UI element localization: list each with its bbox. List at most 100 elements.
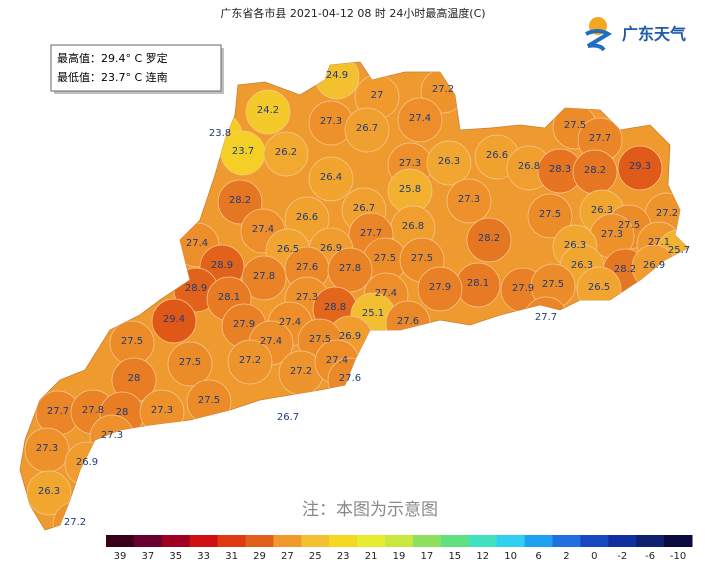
temperature-label: 27.6 <box>339 373 361 384</box>
temperature-label: 27.9 <box>233 319 255 330</box>
legend-label: 25 <box>309 551 322 562</box>
temperature-label: 27.9 <box>512 283 534 294</box>
temperature-label: 28.9 <box>185 283 207 294</box>
temperature-label: 28.1 <box>467 278 489 289</box>
temperature-label: 28.1 <box>218 292 240 303</box>
legend-label: -6 <box>645 551 655 562</box>
temperature-label: 26.7 <box>356 123 378 134</box>
county <box>151 298 197 344</box>
temperature-label: 27 <box>371 90 384 101</box>
legend-label: -10 <box>670 551 686 562</box>
temperature-label: 27.8 <box>82 405 104 416</box>
temperature-label: 27.3 <box>151 405 173 416</box>
temperature-label: 27.7 <box>47 406 69 417</box>
legend-cell <box>664 535 693 547</box>
legend-cell <box>273 535 302 547</box>
county <box>417 266 463 312</box>
legend-cell <box>608 535 637 547</box>
temperature-label: 26.3 <box>38 486 60 497</box>
temperature-label: 26.9 <box>76 457 98 468</box>
county <box>245 89 291 135</box>
temperature-label: 26.8 <box>402 221 424 232</box>
county <box>397 97 443 143</box>
temperature-label: 27.3 <box>601 229 623 240</box>
temperature-label: 26.7 <box>353 203 375 214</box>
legend-cell <box>189 535 219 547</box>
legend-label: 27 <box>281 551 294 562</box>
legend-cell <box>161 535 191 547</box>
legend-label: 37 <box>141 551 154 562</box>
legend-cell <box>133 535 163 547</box>
temperature-label: 24.9 <box>326 70 348 81</box>
legend-label: 35 <box>169 551 182 562</box>
legend-label: -2 <box>617 551 627 562</box>
legend-cell <box>580 535 609 547</box>
temperature-label: 27.5 <box>539 209 561 220</box>
temperature-label: 27.4 <box>326 355 348 366</box>
temperature-label: 27.3 <box>101 430 123 441</box>
legend-cell <box>524 535 553 547</box>
temperature-label: 27.3 <box>296 292 318 303</box>
legend-cell <box>468 535 498 547</box>
logo-text: 广东天气 <box>622 25 686 44</box>
logo: 广东天气 <box>585 17 686 52</box>
temperature-label: 27.3 <box>399 158 421 169</box>
legend-label: 10 <box>504 551 517 562</box>
legend-cell <box>217 535 247 547</box>
temperature-label: 27.7 <box>360 228 382 239</box>
temperature-label: 26.4 <box>320 172 342 183</box>
county <box>227 339 273 385</box>
legend-cell <box>245 535 274 547</box>
temperature-label: 26.3 <box>591 205 613 216</box>
county <box>26 470 72 516</box>
temperature-label: 27.6 <box>296 262 318 273</box>
county <box>527 193 573 239</box>
temperature-label: 28 <box>116 407 129 418</box>
logo-swirl <box>585 29 612 52</box>
temperature-label: 28.2 <box>478 233 500 244</box>
color-legend: 39 37 35 33 31 29 27 25 23 21 19 17 15 12 10 6 2 0 -2 -6 -10 <box>106 535 693 562</box>
legend-cell <box>636 535 665 547</box>
temperature-label: 26.9 <box>339 331 361 342</box>
temperature-label: 28.3 <box>549 164 571 175</box>
temperature-label: 26.3 <box>571 260 593 271</box>
temperature-label: 26.9 <box>320 243 342 254</box>
legend-label: 33 <box>197 551 210 562</box>
temperature-label: 28.8 <box>324 302 346 313</box>
county <box>344 107 390 153</box>
temperature-label: 27.2 <box>239 355 261 366</box>
temperature-label: 27.2 <box>64 517 86 528</box>
temperature-label: 26.3 <box>564 240 586 251</box>
min-text: 最低值：23.7° C 连南 <box>57 71 168 84</box>
county <box>466 217 512 263</box>
temperature-label: 26.2 <box>275 147 297 158</box>
county <box>617 145 663 191</box>
legend-label: 15 <box>448 551 461 562</box>
temperature-label: 27.1 <box>648 237 670 248</box>
temperature-label: 23.8 <box>209 128 231 139</box>
legend-cell <box>357 535 386 547</box>
legend-label: 0 <box>591 551 597 562</box>
temperature-label: 29.4 <box>163 314 185 325</box>
legend-label: 2 <box>563 551 569 562</box>
summary-box: 最高值：29.4° C 罗定 最低值：23.7° C 连南 <box>50 44 224 94</box>
county <box>446 178 492 224</box>
temperature-label: 26.6 <box>486 150 508 161</box>
temperature-label: 27.5 <box>618 220 640 231</box>
temperature-label: 27.7 <box>589 133 611 144</box>
temperature-label: 26.7 <box>277 412 299 423</box>
legend-label: 31 <box>225 551 238 562</box>
temperature-label: 27.5 <box>374 253 396 264</box>
legend-cell <box>552 535 581 547</box>
temperature-label: 27.6 <box>397 316 419 327</box>
legend-label: 19 <box>393 551 406 562</box>
labels: 24.9 24.2 27 27.2 27.3 26.7 27.4 23.823.7 26.2 27… <box>36 70 690 528</box>
legend-cell <box>440 535 470 547</box>
legend-label: 39 <box>114 551 127 562</box>
temperature-label: 26.3 <box>438 156 460 167</box>
temperature-label: 26.9 <box>643 260 665 271</box>
temperature-label: 23.7 <box>232 146 254 157</box>
temperature-label: 27.5 <box>179 357 201 368</box>
temperature-label: 27.5 <box>198 395 220 406</box>
